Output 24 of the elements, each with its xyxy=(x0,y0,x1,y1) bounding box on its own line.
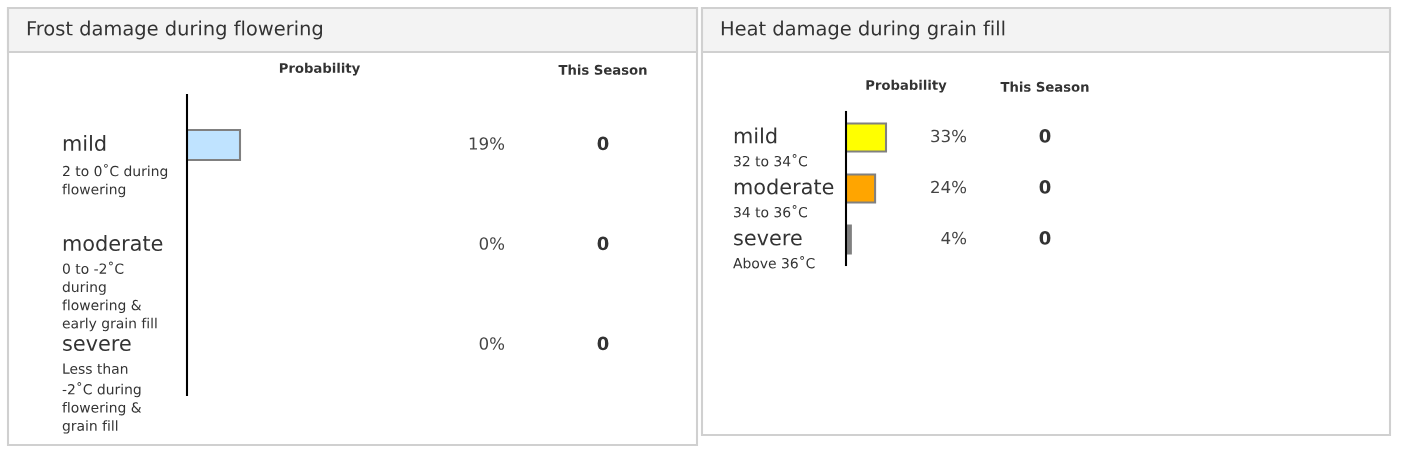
x-axis-title: Probability xyxy=(866,79,947,93)
x-axis-title: Probability xyxy=(279,62,361,76)
text: 0 xyxy=(597,136,609,151)
text: This Season xyxy=(558,64,647,75)
y-tick-label: severe Less than -2˚C during flowering & grain fill xyxy=(62,339,142,434)
data-label: 24% xyxy=(931,180,967,194)
y-tick-label: mild 2 to 0˚C during flowering xyxy=(62,134,168,198)
data-label: 33% xyxy=(931,129,967,143)
text: 0 xyxy=(1039,129,1051,143)
chart-title: Frost damage during flowering xyxy=(27,20,322,40)
text: This Season xyxy=(1000,81,1089,92)
data-label: 19% xyxy=(469,137,505,150)
text: 0 xyxy=(597,236,609,251)
data-label: 0% xyxy=(479,237,505,250)
text: 0 xyxy=(1039,180,1051,194)
y-tick-label: severe Above 36˚C xyxy=(733,233,815,269)
text: 0 xyxy=(597,336,609,351)
chart-title: Heat damage during grain fill xyxy=(721,20,1005,40)
y-tick-label: moderate 0 to -2˚C during flowering & early grain fill xyxy=(62,234,163,332)
data-label: 4% xyxy=(941,231,967,245)
data-label: 0% xyxy=(479,337,505,350)
text: 0 xyxy=(1039,231,1051,245)
y-tick-label: moderate 34 to 36˚C xyxy=(734,178,834,218)
y-tick-label: mild 32 to 34˚C xyxy=(734,127,808,167)
